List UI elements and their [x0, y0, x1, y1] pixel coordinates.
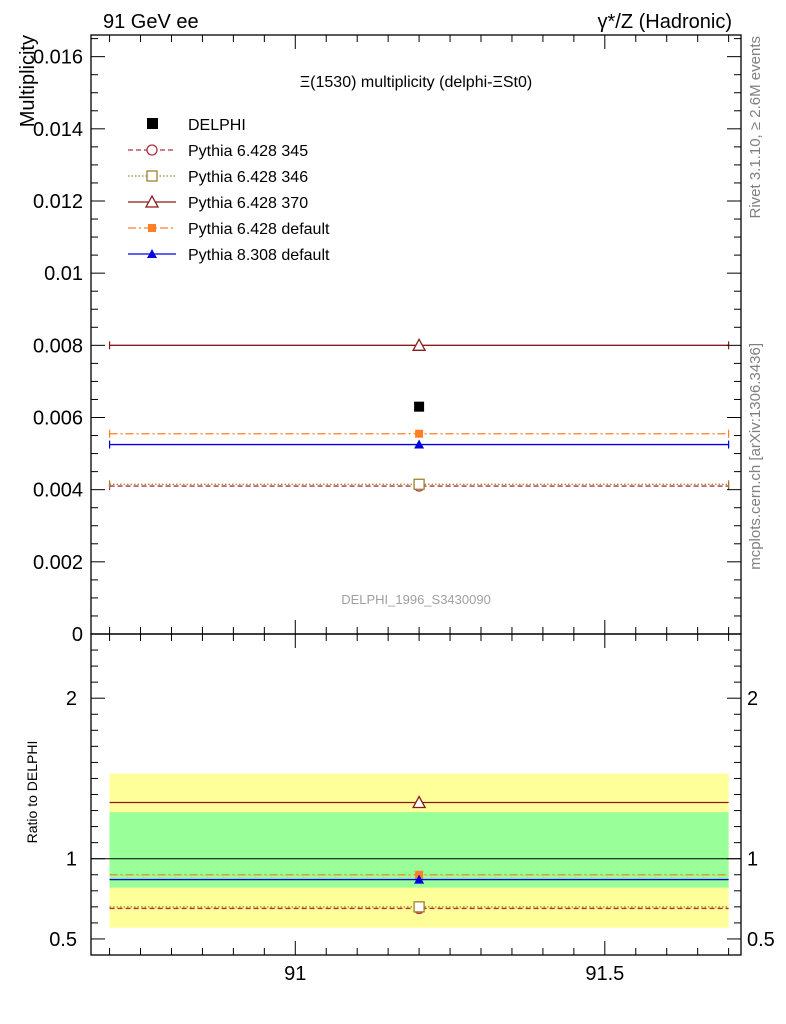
- mcplots-label: mcplots.cern.ch [arXiv:1306.3436]: [747, 343, 764, 570]
- ratio-y-tick-right-label: 2: [747, 688, 758, 710]
- main-y-tick-label: 0.002: [33, 552, 83, 574]
- legend-marker-2: [144, 194, 160, 208]
- ratio-marker-2: [412, 795, 427, 809]
- main-y-tick-label: 0.01: [44, 263, 83, 285]
- legend-label-4: Pythia 8.308 default: [188, 247, 330, 264]
- legend-label-1: Pythia 6.428 346: [188, 169, 308, 186]
- energy-label: 91 GeV ee: [103, 11, 199, 33]
- series-marker-2: [412, 337, 427, 351]
- ratio-y-tick-right-label: 1: [747, 849, 758, 871]
- main-y-tick-label: 0.004: [33, 480, 83, 502]
- legend-label-3: Pythia 6.428 default: [188, 221, 330, 238]
- main-y-axis-label: Multiplicity: [17, 35, 39, 127]
- ratio-y-tick-right-label: 0.5: [747, 929, 775, 951]
- main-y-tick-label: 0: [72, 624, 83, 646]
- legend-marker-4: [147, 249, 157, 258]
- main-y-tick-label: 0.014: [33, 119, 83, 141]
- x-tick-label: 91: [284, 963, 306, 985]
- legend-label-2: Pythia 6.428 370: [188, 195, 308, 212]
- rivet-version-label: Rivet 3.1.10, ≥ 2.6M events: [747, 36, 764, 219]
- ratio-y-tick-left-label: 1: [66, 849, 77, 871]
- ratio-marker-1: [413, 901, 425, 913]
- ratio-y-tick-left-label: 0.5: [49, 929, 77, 951]
- series-marker-4: [414, 439, 425, 449]
- legend-label-0: Pythia 6.428 345: [188, 143, 308, 160]
- process-label: γ*/Z (Hadronic): [598, 11, 732, 33]
- series-marker-1: [413, 478, 425, 490]
- series-marker-3: [415, 429, 424, 438]
- main-y-tick-label: 0.006: [33, 407, 83, 429]
- chart-title: Ξ(1530) multiplicity (delphi-ΞSt0): [300, 74, 532, 91]
- analysis-id-label: DELPHI_1996_S3430090: [341, 592, 491, 607]
- ratio-y-tick-left-label: 2: [66, 688, 77, 710]
- ratio-marker-4: [414, 874, 425, 884]
- main-y-tick-label: 0.008: [33, 335, 83, 357]
- legend-marker-1: [146, 170, 158, 182]
- x-tick-label: 91.5: [585, 963, 624, 985]
- data-point: [414, 401, 425, 412]
- legend-label-data: DELPHI: [188, 117, 246, 134]
- legend-marker-3: [148, 224, 156, 232]
- ratio-y-axis-label: Ratio to DELPHI: [24, 741, 40, 844]
- legend-marker-data: [147, 118, 158, 129]
- legend-marker-0: [146, 144, 158, 156]
- main-y-tick-label: 0.016: [33, 47, 83, 69]
- main-y-tick-label: 0.012: [33, 191, 83, 213]
